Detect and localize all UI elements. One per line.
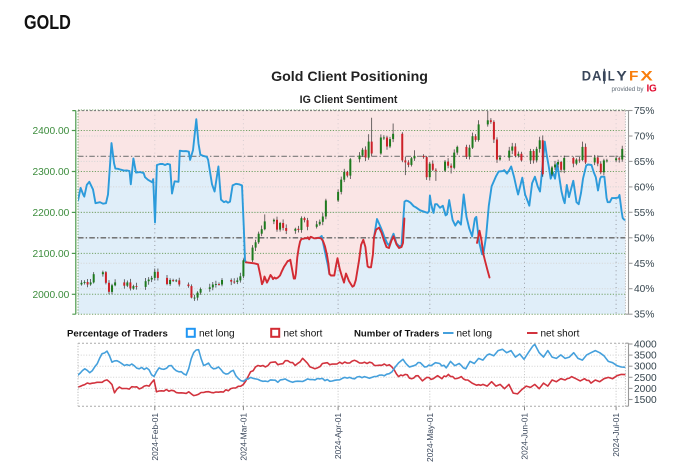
svg-text:60%: 60% [634,182,654,193]
svg-text:Y: Y [616,69,626,84]
svg-text:75%: 75% [634,106,654,117]
svg-text:net long: net long [457,329,493,340]
svg-text:2000: 2000 [634,384,657,395]
svg-text:2024-Mar-01: 2024-Mar-01 [238,413,248,461]
svg-text:2024-Feb-01: 2024-Feb-01 [150,413,160,461]
svg-text:D: D [582,69,591,84]
svg-text:3000: 3000 [634,362,657,373]
svg-text:IG: IG [647,84,657,95]
svg-text:Number of Traders: Number of Traders [354,329,439,340]
svg-text:70%: 70% [634,132,654,143]
svg-text:1500: 1500 [634,395,657,406]
svg-text:2024-Jun-01: 2024-Jun-01 [520,413,530,460]
svg-text:2400.00: 2400.00 [32,126,69,137]
svg-text:net long: net long [199,329,235,340]
svg-text:A: A [592,69,602,84]
svg-text:provided by: provided by [612,86,645,93]
svg-text:2024-Apr-01: 2024-Apr-01 [333,413,343,460]
svg-text:40%: 40% [634,284,654,295]
svg-text:F: F [629,69,638,84]
svg-text:2000.00: 2000.00 [32,290,69,301]
svg-text:2100.00: 2100.00 [32,249,69,260]
svg-text:4000: 4000 [634,340,657,351]
svg-text:net short: net short [284,329,323,340]
svg-text:2500: 2500 [634,373,657,384]
svg-text:net short: net short [541,329,580,340]
svg-text:L: L [608,69,615,84]
svg-text:X: X [640,69,652,84]
svg-text:2024-May-01: 2024-May-01 [425,413,435,462]
svg-text:2300.00: 2300.00 [32,167,69,178]
svg-text:2200.00: 2200.00 [32,208,69,219]
svg-text:55%: 55% [634,208,654,219]
svg-text:2024-Jul-01: 2024-Jul-01 [611,413,621,457]
svg-text:45%: 45% [634,259,654,270]
svg-text:3500: 3500 [634,351,657,362]
svg-text:65%: 65% [634,157,654,168]
svg-text:35%: 35% [634,310,654,321]
svg-text:50%: 50% [634,233,654,244]
svg-text:Percentage of Traders: Percentage of Traders [67,329,168,340]
